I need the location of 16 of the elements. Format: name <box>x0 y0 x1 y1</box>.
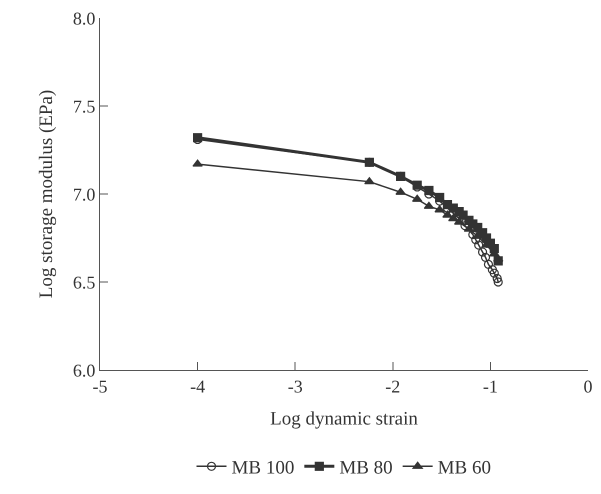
legend-label: MB 60 <box>438 458 491 479</box>
legend-label: MB 80 <box>339 458 393 479</box>
y-tick-label: 6.0 <box>72 360 96 380</box>
x-tick-label: 0 <box>584 376 592 397</box>
x-tick-label: -5 <box>92 376 108 397</box>
y-tick-label: 7.0 <box>72 184 96 204</box>
x-tick-label: -4 <box>190 376 206 397</box>
y-tick-label: 6.5 <box>72 272 96 292</box>
x-tick-label: -1 <box>482 376 498 397</box>
legend-label: MB 100 <box>232 458 294 479</box>
y-tick-label: 7.5 <box>72 96 96 116</box>
x-tick-label: -2 <box>385 376 400 397</box>
y-tick-label: 8.0 <box>72 8 96 28</box>
x-axis-title: Log dynamic strain <box>270 408 418 430</box>
y-axis-title: Log storage modulus (EPa) <box>36 90 57 298</box>
x-tick-label: -3 <box>288 376 303 397</box>
